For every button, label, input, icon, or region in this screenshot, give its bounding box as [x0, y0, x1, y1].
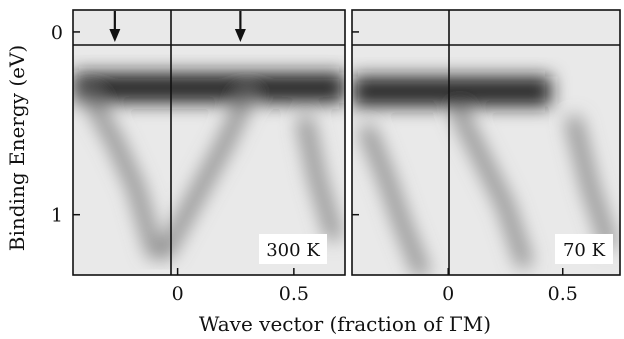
arrow-head-0	[109, 29, 121, 42]
panel-70k: 70 K	[351, 9, 621, 276]
flat-band-300k	[73, 72, 345, 103]
dispersing-band-300k-1	[81, 87, 163, 260]
temp-label-300k-box	[259, 234, 327, 264]
panel-300k: 300 K	[72, 9, 346, 276]
x-axis-title: Wave vector (fraction of ΓM)	[199, 312, 491, 336]
arrow-head-1	[234, 29, 246, 42]
temp-label-70k-box	[555, 234, 613, 264]
x-tick-label-70k-0: 0	[442, 283, 454, 305]
dispersing-band-70k-2	[451, 106, 532, 269]
panel-70k-bands	[352, 76, 617, 275]
x-tick-label-300k-0: 0	[172, 283, 184, 305]
temp-label-70k: 70 K	[563, 240, 606, 261]
y-tick-label-1: 1	[51, 205, 63, 227]
x-tick-label-300k-1: 0.5	[279, 283, 309, 305]
panel-70k-frame	[351, 9, 621, 276]
dispersing-band-70k-1	[360, 124, 429, 275]
panel-300k-bands	[73, 72, 345, 260]
flat-band-70k	[352, 76, 552, 107]
band-layer-70k	[352, 76, 617, 275]
axis-ticks: 0 0.5 0 1 0 0.5	[51, 22, 578, 305]
x-tick-label-70k-1: 0.5	[548, 283, 578, 305]
band-layer-300k	[73, 72, 345, 260]
dispersing-band-70k-3	[566, 115, 617, 251]
y-axis-title: Binding Energy (eV)	[5, 45, 29, 251]
temp-label-300k: 300 K	[266, 240, 320, 261]
y-tick-label-0: 0	[51, 22, 63, 44]
panel-300k-frame	[72, 9, 346, 276]
arrow-markers	[109, 11, 246, 42]
dispersing-band-300k-3	[297, 115, 342, 241]
dispersing-band-300k-2	[158, 87, 256, 260]
